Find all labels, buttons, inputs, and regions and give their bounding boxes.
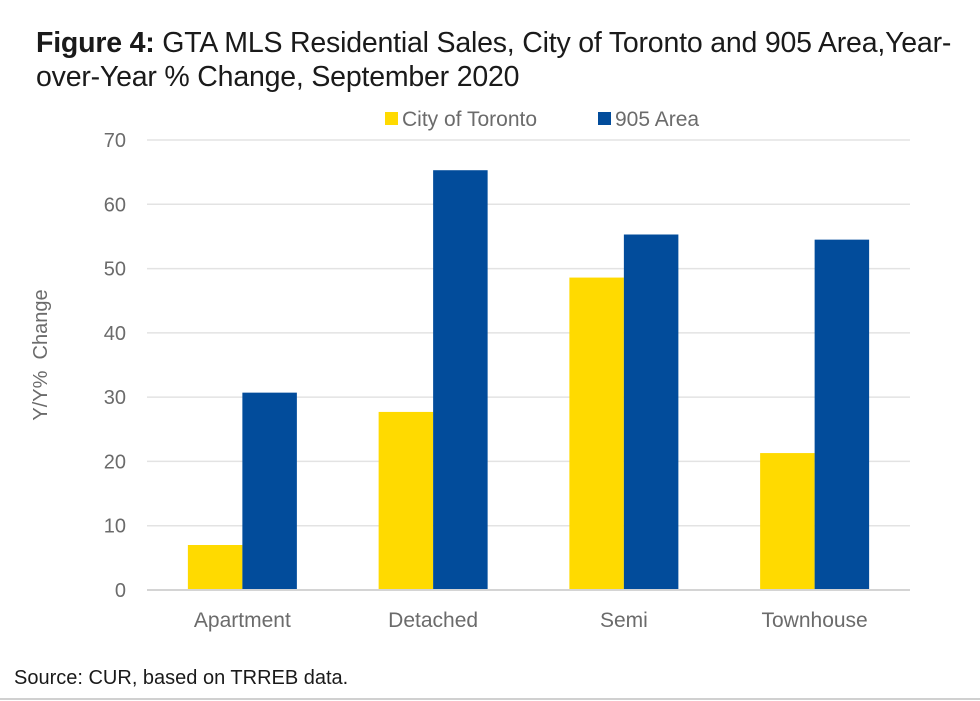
y-tick-label: 60 (104, 194, 126, 216)
figure-caption: GTA MLS Residential Sales, City of Toron… (36, 27, 952, 93)
bar-detached-city-of-toronto (378, 411, 434, 590)
legend-swatch-city-of-toronto (385, 112, 398, 125)
x-category-label: Semi (600, 609, 648, 632)
x-category-label: Townhouse (762, 609, 868, 632)
bar-apartment-city-of-toronto (187, 545, 243, 590)
y-axis-ticks: 0 10 20 30 40 50 60 70 (104, 130, 126, 602)
legend-label: 905 Area (615, 108, 699, 131)
legend-swatch-905-area (598, 112, 611, 125)
y-tick-label: 20 (104, 451, 126, 473)
bar-semi-905-area (623, 234, 679, 590)
y-tick-label: 70 (104, 130, 126, 152)
bottom-divider (0, 698, 980, 700)
legend: City of Toronto 905 Area (385, 108, 699, 131)
bar-townhouse-905-area (814, 239, 870, 590)
bar-apartment-905-area (242, 392, 297, 590)
x-category-label: Apartment (194, 609, 291, 632)
source-note: Source: CUR, based on TRREB data. (14, 667, 349, 689)
bar-townhouse-city-of-toronto (760, 453, 815, 590)
y-tick-label: 50 (104, 259, 126, 281)
x-category-label: Detached (388, 609, 478, 632)
bar-detached-905-area (433, 170, 488, 590)
x-axis-categories: Apartment Detached Semi Townhouse (194, 609, 868, 632)
figure-number: Figure 4: (36, 27, 155, 59)
bars (187, 170, 870, 590)
y-axis-label: Y/Y% Change (30, 289, 52, 420)
y-tick-label: 40 (104, 323, 126, 345)
chart-title: Figure 4: GTA MLS Residential Sales, Cit… (36, 26, 966, 94)
y-tick-label: 0 (115, 580, 126, 602)
legend-label: City of Toronto (402, 108, 537, 131)
y-tick-label: 30 (104, 387, 126, 409)
bar-semi-city-of-toronto (569, 277, 624, 590)
y-tick-label: 10 (104, 516, 126, 538)
